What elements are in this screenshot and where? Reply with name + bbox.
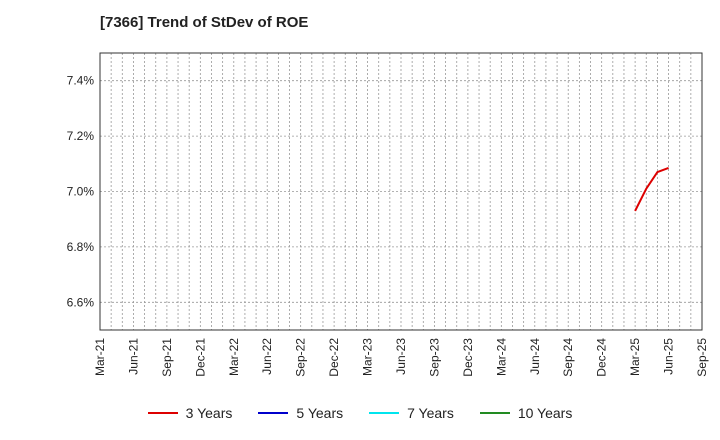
- y-tick-label: 6.8%: [67, 240, 95, 254]
- x-tick-label: Mar-22: [227, 338, 241, 376]
- legend-label: 3 Years: [185, 405, 233, 421]
- x-tick-label: Dec-21: [193, 338, 207, 377]
- plot-frame: [99, 52, 703, 331]
- x-tick-label: Dec-23: [461, 338, 475, 377]
- series-lines: [634, 167, 669, 212]
- x-tick-label: Jun-25: [662, 338, 676, 375]
- x-tick-label: Jun-24: [528, 338, 542, 375]
- legend-swatch: [258, 412, 289, 414]
- y-tick-label: 7.4%: [67, 74, 95, 88]
- grid-lines: [100, 53, 702, 330]
- legend: 3 Years 5 Years 7 Years 10 Years: [0, 405, 720, 421]
- x-tick-label: Sep-24: [561, 338, 575, 377]
- chart-plot: 6.6% 6.8% 7.0% 7.2% 7.4% Mar-21 Jun-21 Sep-21 D…: [67, 52, 709, 377]
- x-tick-label: Mar-24: [494, 338, 508, 376]
- series-line-3-years: [634, 167, 669, 212]
- legend-label: 10 Years: [517, 405, 573, 421]
- x-tick-label: Jun-22: [260, 338, 274, 375]
- x-tick-label: Mar-25: [628, 338, 642, 376]
- x-tick-label: Sep-25: [695, 338, 709, 377]
- legend-item: 10 Years: [479, 405, 573, 421]
- x-tick-label: Mar-23: [361, 338, 375, 376]
- legend-swatch: [479, 412, 510, 414]
- y-axis: 6.6% 6.8% 7.0% 7.2% 7.4%: [67, 74, 95, 310]
- y-tick-label: 7.0%: [67, 185, 95, 199]
- x-tick-label: Dec-24: [595, 338, 609, 377]
- legend-item: 3 Years: [147, 405, 233, 421]
- x-tick-label: Mar-21: [93, 338, 107, 376]
- x-tick-label: Sep-21: [160, 338, 174, 377]
- x-tick-label: Sep-22: [294, 338, 308, 377]
- legend-item: 7 Years: [369, 405, 454, 421]
- x-tick-label: Sep-23: [427, 338, 441, 377]
- y-tick-label: 7.2%: [67, 129, 95, 143]
- legend-swatch: [147, 412, 178, 414]
- y-tick-label: 6.6%: [67, 295, 95, 309]
- x-tick-label: Dec-22: [327, 338, 341, 377]
- chart-title: [7366] Trend of StDev of ROE: [100, 14, 309, 31]
- legend-swatch: [369, 412, 400, 414]
- x-axis: Mar-21 Jun-21 Sep-21 Dec-21 Mar-22 Jun-22 Sep-…: [93, 338, 709, 377]
- legend-label: 7 Years: [407, 405, 454, 421]
- x-tick-label: Jun-23: [394, 338, 408, 375]
- legend-label: 5 Years: [296, 405, 344, 421]
- x-tick-label: Jun-21: [126, 338, 140, 375]
- legend-item: 5 Years: [258, 405, 343, 421]
